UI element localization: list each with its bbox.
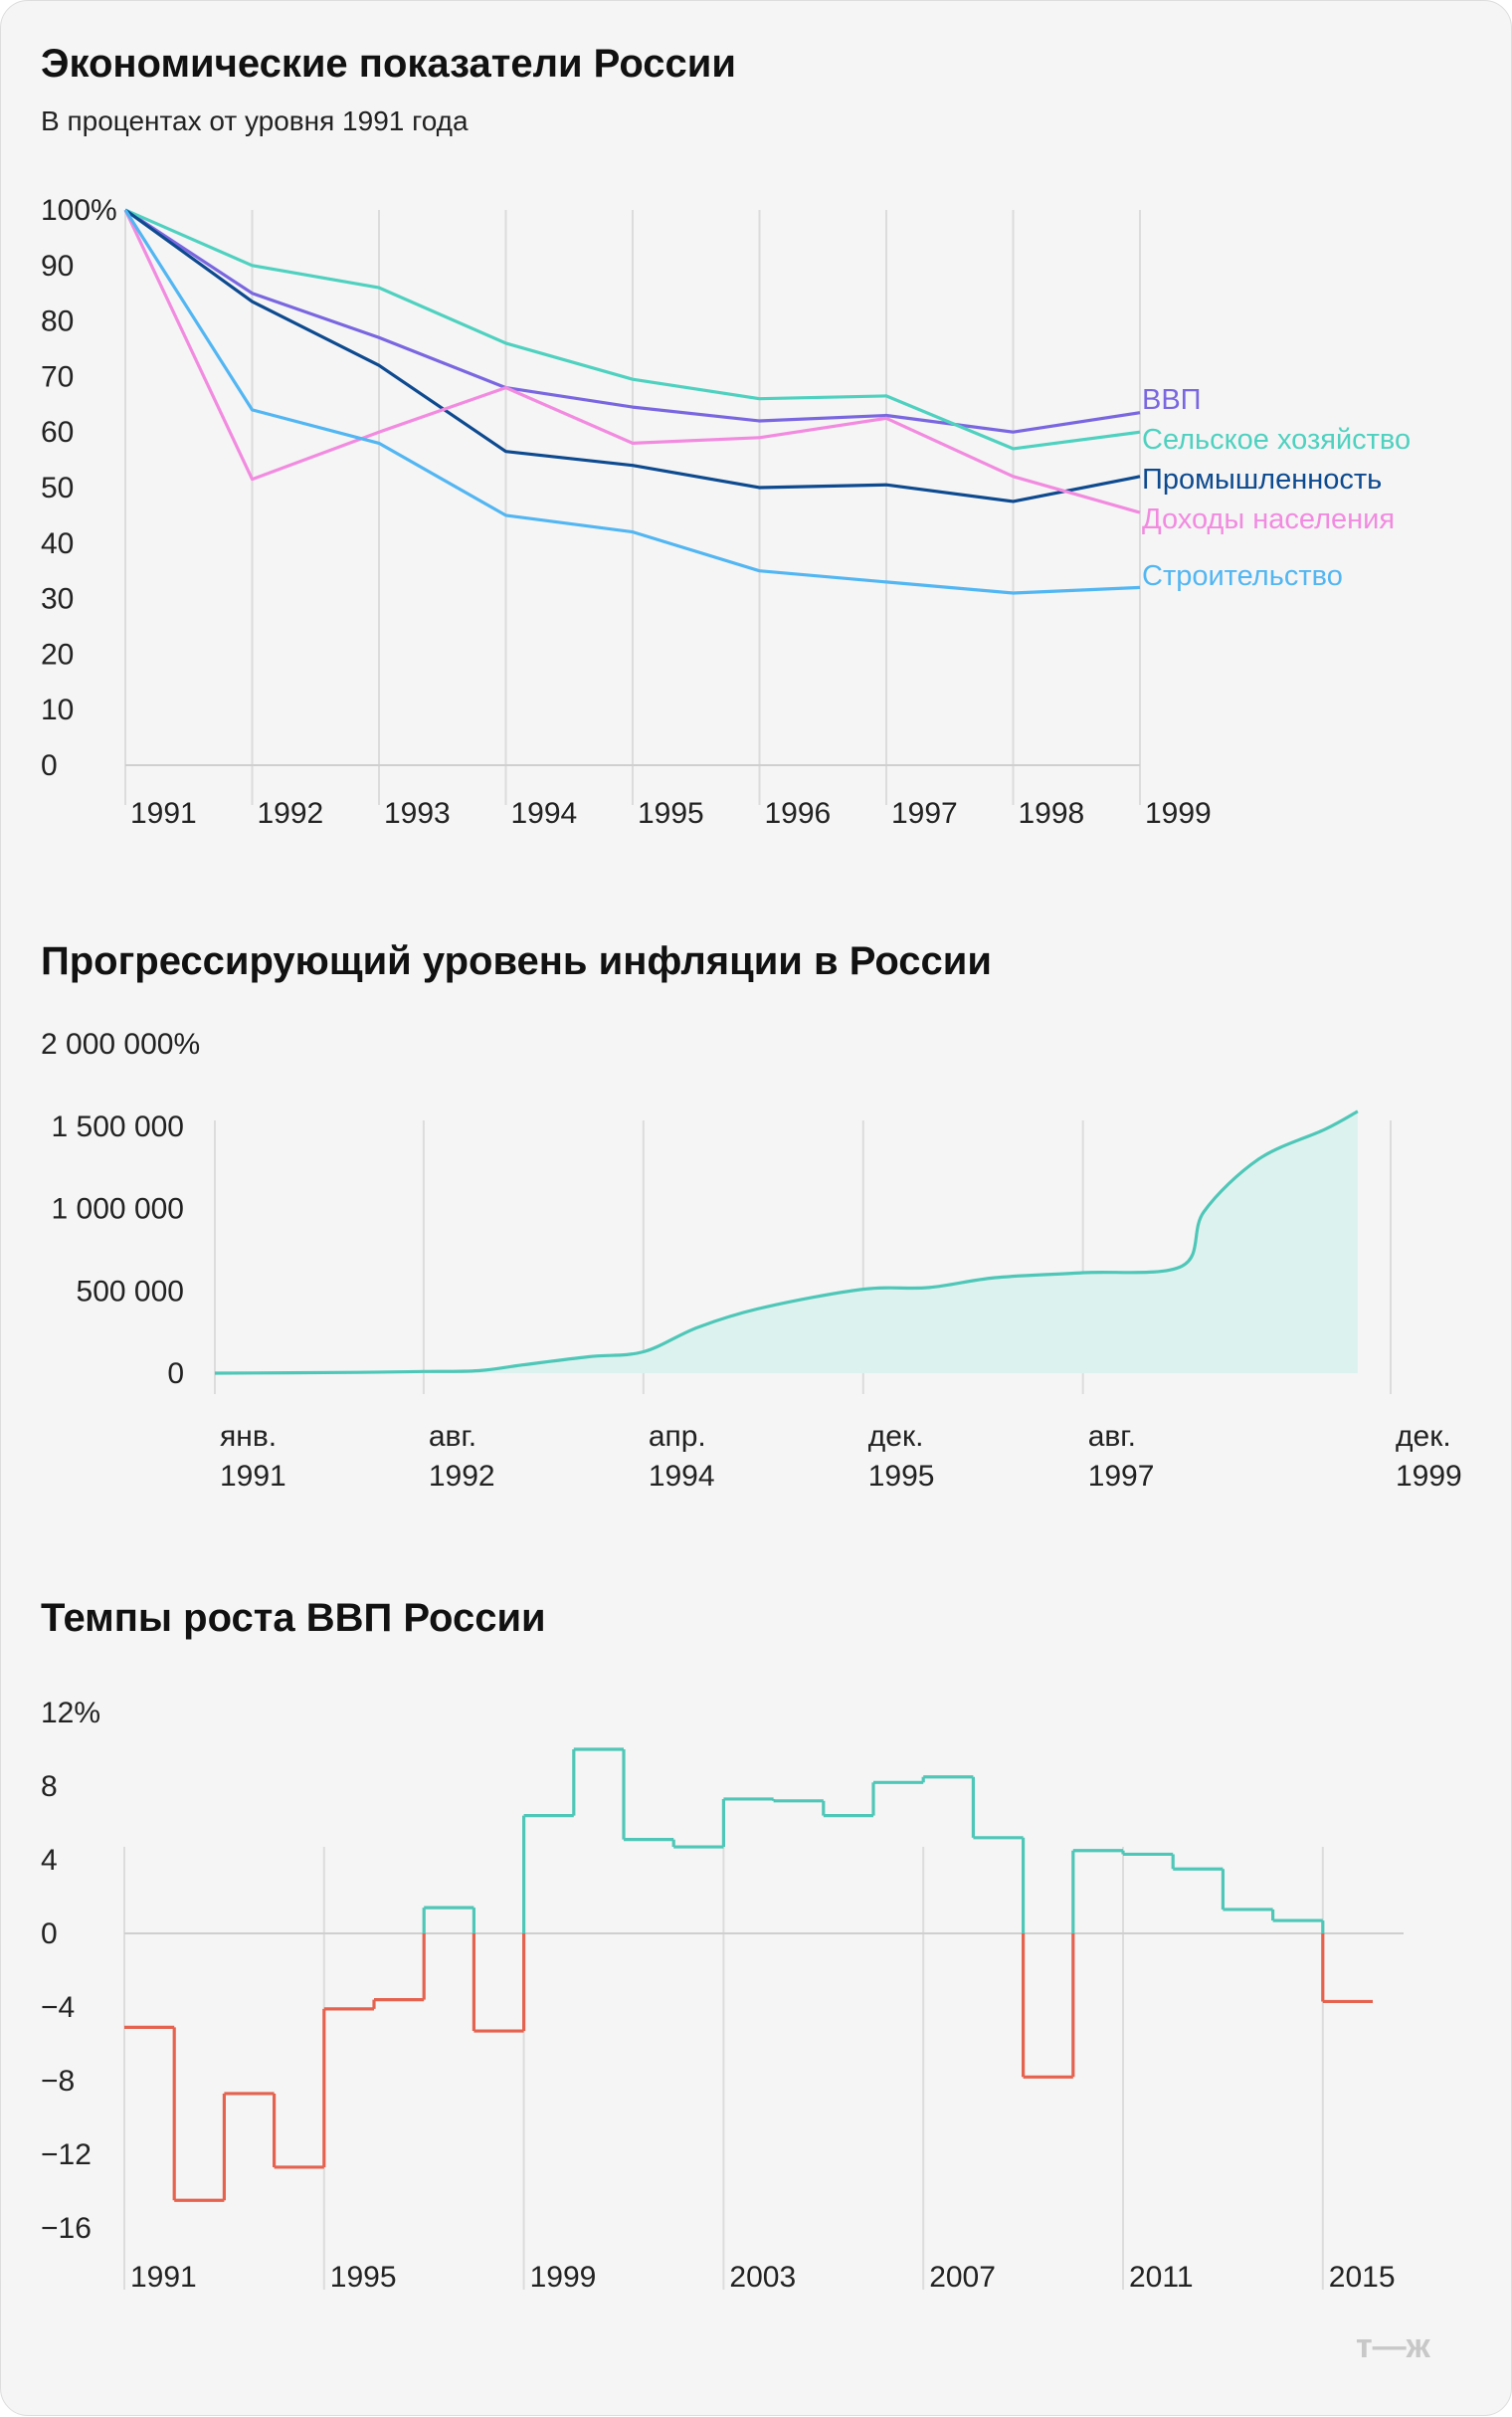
chart3-x-tick-label: 1995 [330, 2261, 397, 2294]
chart3-y-tick-label: 4 [41, 1844, 58, 1877]
chart1-y-tick-label: 90 [41, 250, 74, 283]
chart2-area-fill [215, 1110, 1358, 1373]
chart2-x-tick-month: авг. [1088, 1420, 1136, 1453]
chart3-x-tick-label: 2015 [1329, 2261, 1396, 2294]
chart1-y-tick-label: 10 [41, 694, 74, 726]
chart1-x-tick-label: 1992 [258, 797, 324, 830]
chart3-x-axis: 1991 1995 1999 2003 2007 2011 2015 [130, 2261, 1396, 2294]
chart2-title: Прогрессирующий уровень инфляции в Росси… [41, 939, 992, 983]
chart2-x-tick-month: дек. [868, 1420, 924, 1453]
chart2-y-axis: 2 000 000% 1 500 000 1 000 000 500 000 0 [41, 1028, 200, 1390]
chart1-x-tick-label: 1995 [638, 797, 704, 830]
tzh-logo: т—ж [1356, 2327, 1431, 2365]
chart2-series-line [214, 1109, 1359, 1375]
chart3-y-tick-label: 8 [41, 1770, 58, 1803]
chart3-x-tick-label: 2003 [729, 2261, 796, 2294]
chart2-y-tick-label: 500 000 [77, 1275, 184, 1308]
chart2-y-tick-label: 2 000 000% [41, 1028, 200, 1061]
chart3-y-axis: 12% 8 4 0 −4 −8 −12 −16 [41, 1697, 100, 2245]
chart1-x-axis: 1991 1992 1993 1994 1995 1996 1997 1998 1999 [130, 797, 1212, 830]
chart3-y-tick-label: 12% [41, 1697, 100, 1729]
chart1-x-tick-label: 1991 [130, 797, 197, 830]
chart2-x-axis: янв. 1991 авг. 1992 апр. 1994 дек. 1995 авг. 1997… [220, 1420, 1462, 1493]
chart1-series-line [123, 209, 1141, 514]
chart1-y-tick-label: 40 [41, 527, 74, 560]
chart1-x-tick-label: 1998 [1019, 797, 1085, 830]
chart1-x-tick-label: 1994 [511, 797, 578, 830]
chart1-series-line [124, 208, 1141, 451]
chart2-x-tick-year: 1995 [868, 1460, 935, 1493]
chart3-y-tick-label: −4 [41, 1991, 75, 2024]
chart1-y-tick-label: 100% [41, 194, 117, 227]
chart2-y-tick-label: 1 000 000 [52, 1193, 184, 1226]
chart3-y-tick-label: 0 [41, 1917, 58, 1950]
chart2-x-tick-year: 1992 [429, 1460, 495, 1493]
chart3-y-tick-label: −8 [41, 2065, 75, 2098]
chart3-x-tick-label: 1991 [130, 2261, 197, 2294]
chart1-series-line [124, 208, 1141, 504]
chart1-legend-label: Строительство [1142, 560, 1343, 592]
chart1-x-tick-label: 1993 [384, 797, 451, 830]
chart3-y-tick-label: −12 [41, 2138, 92, 2171]
chart3-x-tick-label: 2007 [929, 2261, 996, 2294]
chart1-legend-label: Доходы населения [1142, 504, 1395, 535]
chart1-legend-label: Сельское хозяйство [1142, 424, 1411, 456]
chart1-series-line [123, 209, 1141, 595]
chart1-y-tick-label: 0 [41, 749, 58, 782]
chart1-series [123, 208, 1141, 595]
chart3-x-tick-label: 2011 [1129, 2261, 1194, 2294]
chart3-title: Темпы роста ВВП России [41, 1596, 546, 1640]
chart1-x-tick-label: 1999 [1145, 797, 1212, 830]
chart1-x-tick-label: 1997 [891, 797, 958, 830]
chart1-x-tick-label: 1996 [765, 797, 832, 830]
chart2-x-tick-month: янв. [220, 1420, 277, 1453]
chart1-legend-label: Промышленность [1142, 464, 1382, 496]
chart3-series [124, 1747, 1373, 2202]
chart2-x-tick-month: дек. [1396, 1420, 1451, 1453]
chart2-y-tick-label: 0 [167, 1357, 184, 1390]
chart1-y-axis: 100% 90 80 70 60 50 40 30 20 10 0 [41, 194, 117, 782]
chart1-title: Экономические показатели России [41, 42, 736, 86]
chart2-x-tick-month: авг. [429, 1420, 476, 1453]
chart3-y-tick-label: −16 [41, 2212, 92, 2245]
chart2-x-tick-year: 1994 [649, 1460, 715, 1493]
chart2-x-tick-year: 1991 [220, 1460, 286, 1493]
chart3-grid [123, 1847, 1404, 2290]
chart2-x-tick-year: 1997 [1088, 1460, 1155, 1493]
chart1-y-tick-label: 70 [41, 360, 74, 393]
chart1-legend: ВВП Сельское хозяйство Промышленность Доход… [1142, 384, 1411, 592]
chart2-y-tick-label: 1 500 000 [52, 1110, 184, 1143]
chart1-y-tick-label: 80 [41, 305, 74, 338]
chart2-x-tick-month: апр. [649, 1420, 706, 1453]
chart1-y-tick-label: 30 [41, 583, 74, 616]
chart1-subtitle: В процентах от уровня 1991 года [41, 105, 469, 136]
chart3-x-tick-label: 1999 [530, 2261, 597, 2294]
chart1-y-tick-label: 20 [41, 638, 74, 671]
chart1-grid [124, 210, 1141, 805]
chart2-series [214, 1109, 1359, 1375]
chart2-x-tick-year: 1999 [1396, 1460, 1462, 1493]
chart1-legend-label: ВВП [1142, 384, 1202, 416]
chart1-series-line [124, 208, 1141, 434]
chart1-y-tick-label: 60 [41, 416, 74, 449]
chart1-y-tick-label: 50 [41, 472, 74, 504]
